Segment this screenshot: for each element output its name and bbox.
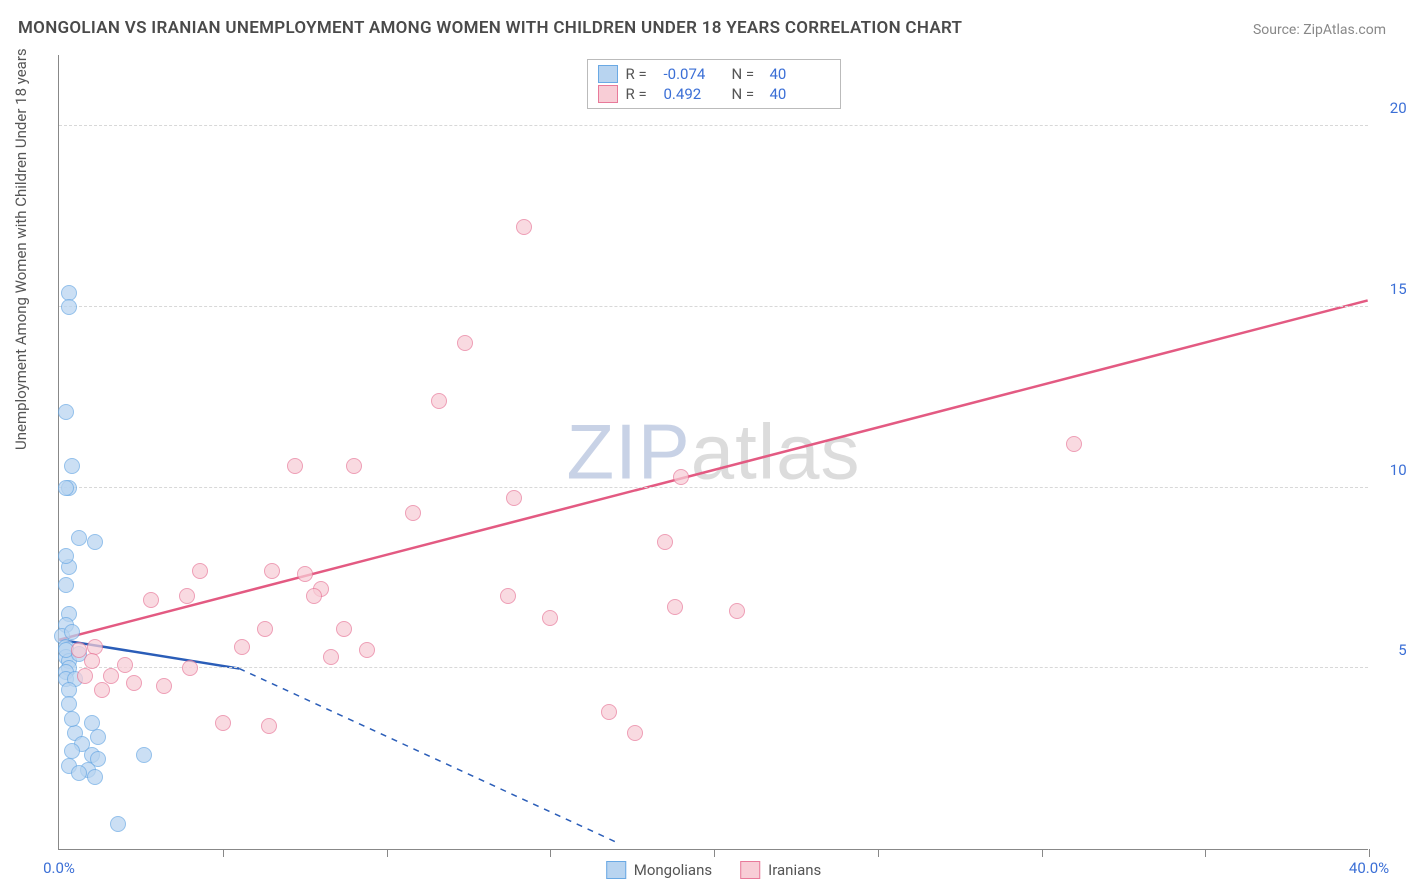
scatter-point <box>506 490 522 506</box>
scatter-point <box>516 219 532 235</box>
scatter-point <box>234 639 250 655</box>
scatter-point <box>673 469 689 485</box>
scatter-point <box>264 563 280 579</box>
legend-swatch <box>606 861 626 879</box>
x-tick <box>387 849 388 857</box>
scatter-point <box>103 668 119 684</box>
scatter-point <box>336 621 352 637</box>
scatter-point <box>58 548 74 564</box>
n-label: N = <box>732 85 762 103</box>
x-tick <box>1369 849 1370 857</box>
scatter-point <box>287 458 303 474</box>
legend-row: R = -0.074 N = 40 <box>598 64 830 84</box>
legend-item: Mongolians <box>606 861 712 879</box>
x-tick <box>1205 849 1206 857</box>
trend-lines <box>59 55 1368 849</box>
scatter-point <box>136 747 152 763</box>
scatter-point <box>542 610 558 626</box>
scatter-point <box>71 765 87 781</box>
n-label: N = <box>732 65 762 83</box>
r-label: R = <box>626 65 656 83</box>
legend-swatch <box>598 65 618 83</box>
r-value: -0.074 <box>664 65 724 83</box>
scatter-point <box>58 577 74 593</box>
scatter-point <box>323 649 339 665</box>
scatter-point <box>94 682 110 698</box>
x-tick-label: 0.0% <box>43 859 75 877</box>
scatter-point <box>297 566 313 582</box>
x-tick <box>223 849 224 857</box>
gridline <box>59 487 1368 488</box>
scatter-point <box>261 718 277 734</box>
watermark-zip: ZIP <box>566 408 690 496</box>
x-tick <box>878 849 879 857</box>
legend-swatch <box>598 85 618 103</box>
chart-title: MONGOLIAN VS IRANIAN UNEMPLOYMENT AMONG … <box>18 18 962 38</box>
legend-label: Iranians <box>768 861 821 879</box>
scatter-point <box>143 592 159 608</box>
scatter-point <box>306 588 322 604</box>
x-tick <box>1042 849 1043 857</box>
x-tick <box>714 849 715 857</box>
scatter-point <box>61 696 77 712</box>
scatter-point <box>667 599 683 615</box>
scatter-point <box>257 621 273 637</box>
scatter-point <box>405 505 421 521</box>
scatter-point <box>77 668 93 684</box>
n-value: 40 <box>770 85 830 103</box>
y-tick-label: 20.0% <box>1390 99 1406 117</box>
scatter-point <box>192 563 208 579</box>
gridline <box>59 667 1368 668</box>
plot-area: ZIPatlas R = -0.074 N = 40 R = 0.492 N =… <box>58 55 1368 850</box>
scatter-point <box>346 458 362 474</box>
scatter-point <box>71 530 87 546</box>
y-tick-label: 5.0% <box>1398 641 1406 659</box>
scatter-point <box>156 678 172 694</box>
r-label: R = <box>626 85 656 103</box>
correlation-legend: R = -0.074 N = 40 R = 0.492 N = 40 <box>587 59 841 109</box>
legend-item: Iranians <box>740 861 821 879</box>
scatter-point <box>215 715 231 731</box>
series-legend: Mongolians Iranians <box>606 861 822 879</box>
scatter-point <box>61 299 77 315</box>
scatter-point <box>657 534 673 550</box>
legend-label: Mongolians <box>634 861 712 879</box>
gridline <box>59 306 1368 307</box>
watermark: ZIPatlas <box>566 407 860 498</box>
scatter-point <box>729 603 745 619</box>
scatter-point <box>179 588 195 604</box>
scatter-point <box>431 393 447 409</box>
scatter-point <box>117 657 133 673</box>
watermark-atlas: atlas <box>691 408 861 496</box>
y-tick-label: 15.0% <box>1390 280 1406 298</box>
scatter-point <box>90 729 106 745</box>
scatter-point <box>110 816 126 832</box>
scatter-point <box>64 624 80 640</box>
legend-swatch <box>740 861 760 879</box>
scatter-point <box>64 458 80 474</box>
source-credit: Source: ZipAtlas.com <box>1253 22 1386 38</box>
n-value: 40 <box>770 65 830 83</box>
scatter-point <box>87 534 103 550</box>
scatter-point <box>71 642 87 658</box>
scatter-point <box>457 335 473 351</box>
legend-row: R = 0.492 N = 40 <box>598 84 830 104</box>
scatter-point <box>87 769 103 785</box>
scatter-point <box>1066 436 1082 452</box>
y-axis-label: Unemployment Among Women with Children U… <box>12 48 30 450</box>
x-tick-label: 40.0% <box>1349 859 1389 877</box>
scatter-point <box>359 642 375 658</box>
scatter-point <box>601 704 617 720</box>
scatter-point <box>182 660 198 676</box>
r-value: 0.492 <box>664 85 724 103</box>
scatter-point <box>58 480 74 496</box>
scatter-point <box>126 675 142 691</box>
y-tick-label: 10.0% <box>1390 461 1406 479</box>
scatter-point <box>500 588 516 604</box>
x-tick <box>550 849 551 857</box>
scatter-point <box>627 725 643 741</box>
gridline <box>59 125 1368 126</box>
scatter-point <box>64 711 80 727</box>
scatter-point <box>58 404 74 420</box>
